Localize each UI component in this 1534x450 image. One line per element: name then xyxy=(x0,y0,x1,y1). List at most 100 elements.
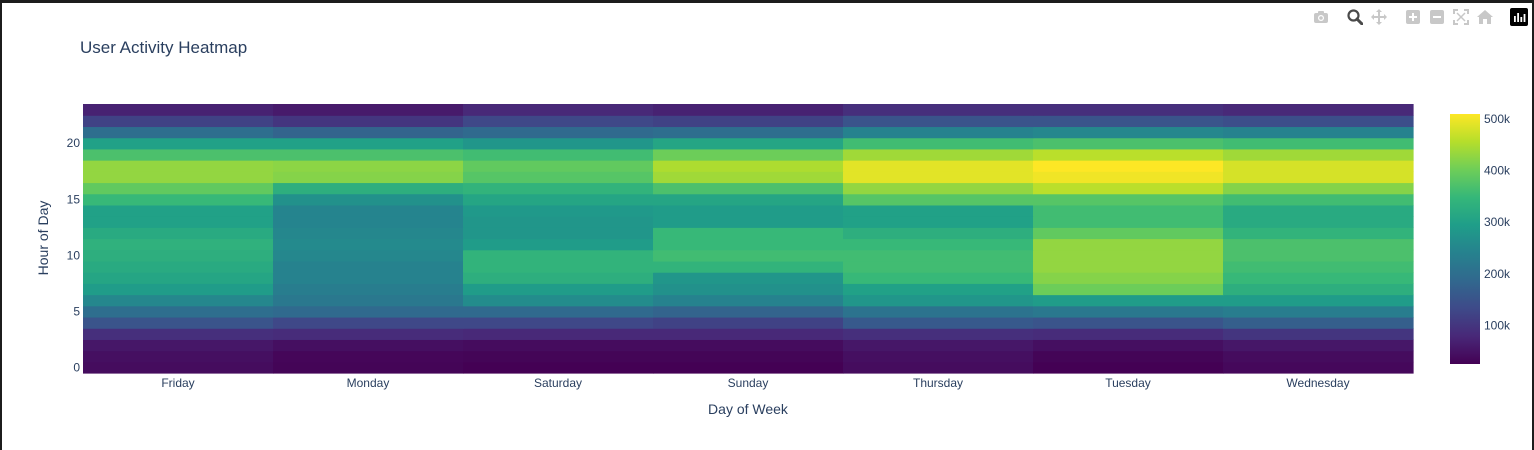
heatmap-cell[interactable] xyxy=(83,115,274,128)
heatmap-cell[interactable] xyxy=(1033,160,1224,172)
heatmap-cell[interactable] xyxy=(843,283,1034,296)
heatmap-cell[interactable] xyxy=(83,260,274,273)
heatmap-cell[interactable] xyxy=(653,305,844,318)
pan-button[interactable] xyxy=(1370,8,1388,26)
heatmap-cell[interactable] xyxy=(1223,339,1414,352)
heatmap-cell[interactable] xyxy=(83,294,274,307)
heatmap-cell[interactable] xyxy=(1223,305,1414,318)
heatmap-cell[interactable] xyxy=(843,204,1034,217)
heatmap-cell[interactable] xyxy=(1033,104,1224,116)
heatmap-cells[interactable] xyxy=(83,104,1414,374)
heatmap-cell[interactable] xyxy=(1033,361,1224,374)
heatmap-cell[interactable] xyxy=(1033,126,1224,139)
heatmap-cell[interactable] xyxy=(1223,115,1414,128)
heatmap-cell[interactable] xyxy=(653,115,844,128)
heatmap-cell[interactable] xyxy=(463,328,654,340)
heatmap-cell[interactable] xyxy=(1033,148,1224,161)
heatmap-cell[interactable] xyxy=(273,305,464,318)
heatmap-cell[interactable] xyxy=(273,238,464,251)
heatmap-cell[interactable] xyxy=(1033,272,1224,284)
heatmap-cell[interactable] xyxy=(843,227,1034,240)
heatmap-cell[interactable] xyxy=(83,316,274,329)
heatmap-cell[interactable] xyxy=(463,350,654,363)
heatmap-cell[interactable] xyxy=(1033,294,1224,307)
heatmap-cell[interactable] xyxy=(1033,193,1224,206)
heatmap-cell[interactable] xyxy=(1223,204,1414,217)
heatmap-cell[interactable] xyxy=(843,350,1034,363)
heatmap-cell[interactable] xyxy=(1033,137,1224,150)
heatmap-cell[interactable] xyxy=(1223,361,1414,374)
heatmap-cell[interactable] xyxy=(83,160,274,172)
heatmap-cell[interactable] xyxy=(273,249,464,262)
heatmap-cell[interactable] xyxy=(463,104,654,116)
heatmap-cell[interactable] xyxy=(1223,328,1414,340)
heatmap-cell[interactable] xyxy=(653,171,844,184)
heatmap-cell[interactable] xyxy=(463,126,654,139)
heatmap-cell[interactable] xyxy=(1223,294,1414,307)
heatmap-cell[interactable] xyxy=(83,283,274,296)
heatmap-cell[interactable] xyxy=(83,204,274,217)
heatmap-cell[interactable] xyxy=(843,294,1034,307)
heatmap-cell[interactable] xyxy=(463,115,654,128)
heatmap-cell[interactable] xyxy=(843,260,1034,273)
heatmap-cell[interactable] xyxy=(83,272,274,284)
heatmap-cell[interactable] xyxy=(1223,216,1414,228)
heatmap-cell[interactable] xyxy=(653,182,844,195)
heatmap-cell[interactable] xyxy=(463,160,654,172)
heatmap-cell[interactable] xyxy=(463,305,654,318)
heatmap-cell[interactable] xyxy=(273,193,464,206)
heatmap-cell[interactable] xyxy=(463,316,654,329)
heatmap-cell[interactable] xyxy=(83,249,274,262)
heatmap-cell[interactable] xyxy=(1223,148,1414,161)
heatmap-cell[interactable] xyxy=(83,126,274,139)
heatmap-cell[interactable] xyxy=(463,227,654,240)
heatmap-cell[interactable] xyxy=(273,148,464,161)
heatmap-cell[interactable] xyxy=(83,305,274,318)
heatmap-cell[interactable] xyxy=(1223,238,1414,251)
heatmap-cell[interactable] xyxy=(273,316,464,329)
heatmap-cell[interactable] xyxy=(273,126,464,139)
heatmap-cell[interactable] xyxy=(273,115,464,128)
heatmap-cell[interactable] xyxy=(843,328,1034,340)
heatmap-cell[interactable] xyxy=(1223,171,1414,184)
heatmap-cell[interactable] xyxy=(273,160,464,172)
heatmap-cell[interactable] xyxy=(83,339,274,352)
heatmap-cell[interactable] xyxy=(653,238,844,251)
heatmap-cell[interactable] xyxy=(1033,350,1224,363)
autoscale-button[interactable] xyxy=(1452,8,1470,26)
heatmap-cell[interactable] xyxy=(843,193,1034,206)
reset-axes-button[interactable] xyxy=(1476,8,1494,26)
heatmap-cell[interactable] xyxy=(1223,283,1414,296)
heatmap-cell[interactable] xyxy=(1033,260,1224,273)
heatmap-cell[interactable] xyxy=(1033,316,1224,329)
heatmap-cell[interactable] xyxy=(1033,339,1224,352)
heatmap-cell[interactable] xyxy=(273,361,464,374)
heatmap-cell[interactable] xyxy=(653,294,844,307)
heatmap-cell[interactable] xyxy=(463,361,654,374)
heatmap-cell[interactable] xyxy=(1033,238,1224,251)
heatmap-cell[interactable] xyxy=(843,305,1034,318)
heatmap-cell[interactable] xyxy=(83,104,274,116)
heatmap-cell[interactable] xyxy=(83,137,274,150)
heatmap-cell[interactable] xyxy=(653,328,844,340)
heatmap-cell[interactable] xyxy=(273,350,464,363)
heatmap-cell[interactable] xyxy=(653,126,844,139)
heatmap-cell[interactable] xyxy=(463,216,654,228)
heatmap-cell[interactable] xyxy=(1033,227,1224,240)
heatmap-cell[interactable] xyxy=(463,137,654,150)
heatmap-cell[interactable] xyxy=(463,272,654,284)
heatmap-cell[interactable] xyxy=(1033,204,1224,217)
heatmap-cell[interactable] xyxy=(463,182,654,195)
heatmap-cell[interactable] xyxy=(273,339,464,352)
heatmap-cell[interactable] xyxy=(653,361,844,374)
heatmap-cell[interactable] xyxy=(463,238,654,251)
heatmap-cell[interactable] xyxy=(653,227,844,240)
heatmap-cell[interactable] xyxy=(463,193,654,206)
heatmap-cell[interactable] xyxy=(1223,260,1414,273)
heatmap-cell[interactable] xyxy=(843,171,1034,184)
heatmap-cell[interactable] xyxy=(653,249,844,262)
heatmap-cell[interactable] xyxy=(1223,160,1414,172)
heatmap-cell[interactable] xyxy=(463,294,654,307)
heatmap-cell[interactable] xyxy=(653,339,844,352)
heatmap-cell[interactable] xyxy=(843,126,1034,139)
